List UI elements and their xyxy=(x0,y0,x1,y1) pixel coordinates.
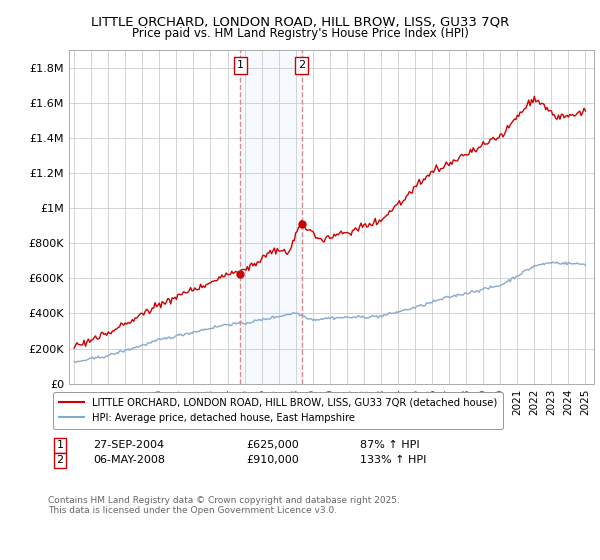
Text: 133% ↑ HPI: 133% ↑ HPI xyxy=(360,455,427,465)
Text: Contains HM Land Registry data © Crown copyright and database right 2025.
This d: Contains HM Land Registry data © Crown c… xyxy=(48,496,400,515)
Text: 06-MAY-2008: 06-MAY-2008 xyxy=(93,455,165,465)
Text: 2: 2 xyxy=(298,60,305,71)
Text: 87% ↑ HPI: 87% ↑ HPI xyxy=(360,440,419,450)
Text: £625,000: £625,000 xyxy=(246,440,299,450)
Text: 1: 1 xyxy=(236,60,244,71)
Legend: LITTLE ORCHARD, LONDON ROAD, HILL BROW, LISS, GU33 7QR (detached house), HPI: Av: LITTLE ORCHARD, LONDON ROAD, HILL BROW, … xyxy=(53,391,503,429)
Text: 2: 2 xyxy=(56,455,64,465)
Bar xyxy=(240,50,302,384)
Text: Price paid vs. HM Land Registry's House Price Index (HPI): Price paid vs. HM Land Registry's House … xyxy=(131,27,469,40)
Text: £910,000: £910,000 xyxy=(246,455,299,465)
Text: 27-SEP-2004: 27-SEP-2004 xyxy=(93,440,164,450)
Text: LITTLE ORCHARD, LONDON ROAD, HILL BROW, LISS, GU33 7QR: LITTLE ORCHARD, LONDON ROAD, HILL BROW, … xyxy=(91,16,509,29)
Text: 1: 1 xyxy=(56,440,64,450)
